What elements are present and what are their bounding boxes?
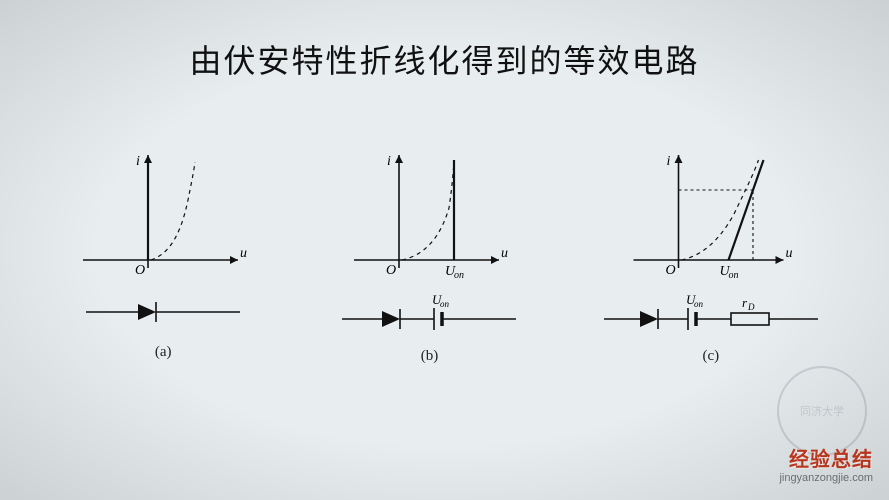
figure-a: i u O (a) <box>63 150 263 365</box>
caption-a: (a) <box>155 344 172 361</box>
origin-label: O <box>386 263 396 278</box>
svg-text:on: on <box>728 270 738 280</box>
i-axis-label: i <box>387 154 391 169</box>
page-title: 由伏安特性折线化得到的等效电路 <box>0 36 889 82</box>
origin-label: O <box>135 263 145 278</box>
figures-row: i u O (a) i u O <box>0 150 889 365</box>
caption-c: (c) <box>702 348 719 365</box>
origin-label: O <box>665 263 675 278</box>
u-axis-label: u <box>240 246 247 261</box>
figure-b: i u O U on U on (b) <box>329 150 529 365</box>
circuit-b: U on <box>334 294 524 334</box>
uon-axis-label: U on <box>719 264 738 280</box>
i-axis-label: i <box>666 154 670 169</box>
chart-c: i u O U on <box>606 150 816 280</box>
caption-b: (b) <box>421 348 439 365</box>
rd-label: r D <box>742 295 755 312</box>
uon-circuit-label: U on <box>686 294 704 309</box>
svg-text:on: on <box>454 270 464 280</box>
circuit-a <box>78 294 248 330</box>
svg-text:on: on <box>440 299 450 309</box>
svg-text:on: on <box>694 299 704 309</box>
figure-c: i u O U on U on r <box>596 150 826 365</box>
watermark-line2: jingyanzongjie.com <box>779 472 873 484</box>
watermark-text: 经验总结 jingyanzongjie.com <box>779 443 873 484</box>
circuit-c: U on r D <box>596 294 826 334</box>
uon-axis-label: U on <box>445 264 464 280</box>
chart-a: i u O <box>63 150 263 280</box>
watermark-seal: 同济大学 <box>777 366 867 456</box>
u-axis-label: u <box>785 246 792 261</box>
svg-text:D: D <box>747 302 755 312</box>
i-axis-label: i <box>136 154 140 169</box>
uon-circuit-label: U on <box>432 294 450 309</box>
u-axis-label: u <box>501 246 508 261</box>
chart-b: i u O U on <box>329 150 529 280</box>
watermark-line1: 经验总结 <box>779 443 873 472</box>
